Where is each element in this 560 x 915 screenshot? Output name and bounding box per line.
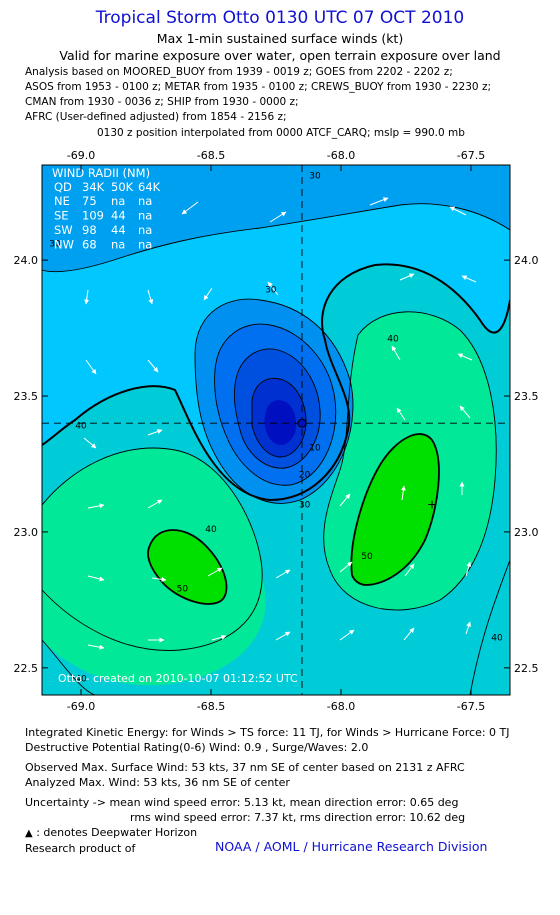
wind-radii-header: 50K bbox=[111, 180, 134, 194]
contour-fields bbox=[42, 165, 510, 695]
x-tick-label-top: -69.0 bbox=[67, 149, 95, 162]
contour-label: 40 bbox=[387, 335, 399, 345]
contour-label: 30 bbox=[265, 286, 277, 296]
wind-radii-cell: na bbox=[111, 238, 125, 252]
y-tick-label-left: 22.5 bbox=[14, 662, 39, 675]
research-label: Research product of bbox=[25, 842, 136, 855]
wind-radii-cell: na bbox=[138, 194, 152, 208]
axes: -69.0 -69.0 -68.5 -68.5 -68.0 -68.0 -67.5 -67.5… bbox=[14, 149, 539, 713]
wind-radii-title: WIND RADII (NM) bbox=[52, 166, 150, 180]
contour-labels: 30 30 30 40 40 10 20 30 40 50 50 40 40 bbox=[49, 172, 503, 685]
contour-label: 40 bbox=[491, 634, 503, 644]
wind-radii-cell: na bbox=[138, 238, 152, 252]
wind-radii-header: 64K bbox=[138, 180, 161, 194]
x-tick-label-bottom: -67.5 bbox=[457, 700, 485, 713]
contour-label: 30 bbox=[309, 172, 321, 182]
x-tick-label-bottom: -68.0 bbox=[327, 700, 355, 713]
max-wind-marker: + bbox=[427, 498, 437, 512]
chart-title: Tropical Storm Otto 0130 UTC 07 OCT 2010 bbox=[95, 8, 465, 28]
y-tick-label-left: 23.5 bbox=[14, 390, 39, 403]
deepwater-icon: ▲ bbox=[25, 828, 33, 839]
chart-subtitle: Max 1-min sustained surface winds (kt) bbox=[156, 31, 404, 46]
wind-radii-header: QD bbox=[54, 180, 72, 194]
contour-label: 30 bbox=[299, 500, 311, 510]
wind-radii-cell: na bbox=[138, 209, 152, 223]
noaa-link[interactable]: NOAA / AOML / Hurricane Research Divisio… bbox=[215, 839, 488, 854]
x-tick-label-bottom: -68.5 bbox=[197, 700, 225, 713]
y-tick-label-right: 23.5 bbox=[514, 390, 539, 403]
contour-label: 10 bbox=[309, 443, 321, 453]
x-tick-label-top: -67.5 bbox=[457, 149, 485, 162]
wind-radii-cell: NE bbox=[54, 194, 70, 208]
observed-max-text: Observed Max. Surface Wind: 53 kts, 37 n… bbox=[25, 761, 465, 774]
analysis-line: Analysis based on MOORED_BUOY from 1939 … bbox=[25, 66, 453, 78]
storm-center-marker bbox=[297, 418, 307, 428]
created-credit: Otto - created on 2010-10-07 01:12:52 UT… bbox=[58, 672, 298, 685]
y-tick-label-right: 22.5 bbox=[514, 662, 539, 675]
wind-radii-cell: 109 bbox=[82, 209, 104, 223]
wind-radii-cell: 98 bbox=[82, 223, 97, 237]
field-2-core bbox=[264, 400, 297, 445]
contour-label: 40 bbox=[75, 422, 87, 432]
y-tick-label-left: 24.0 bbox=[14, 254, 39, 267]
analysis-line: AFRC (User-defined adjusted) from 1854 -… bbox=[25, 111, 287, 123]
x-tick-label-top: -68.5 bbox=[197, 149, 225, 162]
ike-text: Integrated Kinetic Energy: for Winds > T… bbox=[25, 726, 510, 739]
contour-label: 40 bbox=[75, 674, 87, 684]
field-60-west bbox=[147, 529, 228, 605]
contour-label: 20 bbox=[299, 471, 311, 481]
chart-subtitle-validity: Valid for marine exposure over water, op… bbox=[59, 48, 501, 63]
dpr-text: Destructive Potential Rating(0-6) Wind: … bbox=[25, 741, 369, 754]
contour-label: 50 bbox=[177, 585, 189, 595]
field-60-east bbox=[350, 433, 440, 586]
contour-label: 50 bbox=[361, 552, 373, 562]
uncertainty-text: Uncertainty -> mean wind speed error: 5.… bbox=[25, 796, 459, 809]
wind-radii-cell: 44 bbox=[111, 209, 126, 223]
y-tick-label-right: 24.0 bbox=[514, 254, 539, 267]
wind-radii-cell: na bbox=[138, 223, 152, 237]
y-tick-label-left: 23.0 bbox=[14, 526, 39, 539]
contour-label: 40 bbox=[205, 525, 217, 535]
wind-radii-cell: SW bbox=[54, 223, 73, 237]
position-note: 0130 z position interpolated from 0000 A… bbox=[97, 127, 465, 139]
analysis-line: CMAN from 1930 - 0036 z; SHIP from 1930 … bbox=[25, 96, 299, 108]
contour-lines bbox=[42, 203, 510, 695]
wind-radii-cell: 75 bbox=[82, 194, 97, 208]
wind-radii-cell: 68 bbox=[82, 238, 97, 252]
analysis-line: ASOS from 1953 - 0100 z; METAR from 1935… bbox=[25, 81, 491, 93]
x-tick-label-bottom: -69.0 bbox=[67, 700, 95, 713]
wind-radii-cell: na bbox=[111, 194, 125, 208]
analyzed-max-text: Analyzed Max. Wind: 53 kts, 36 nm SE of … bbox=[25, 776, 290, 789]
field-50-southwest bbox=[42, 507, 266, 686]
plot-frame bbox=[41, 164, 511, 696]
center-crosshair bbox=[42, 165, 510, 695]
wind-radii-cell: NW bbox=[54, 238, 74, 252]
wind-vectors bbox=[83, 197, 477, 650]
deepwater-note: ▲ : denotes Deepwater Horizon bbox=[25, 826, 198, 839]
wind-radii-cell: SE bbox=[54, 209, 69, 223]
y-tick-label-right: 23.0 bbox=[514, 526, 539, 539]
wind-radii-header: 34K bbox=[82, 180, 105, 194]
wind-radii-cell: 44 bbox=[111, 223, 126, 237]
x-tick-label-top: -68.0 bbox=[327, 149, 355, 162]
contour-label: 30 bbox=[49, 240, 61, 250]
uncertainty-rms-text: rms wind speed error: 7.37 kt, rms direc… bbox=[130, 811, 466, 824]
